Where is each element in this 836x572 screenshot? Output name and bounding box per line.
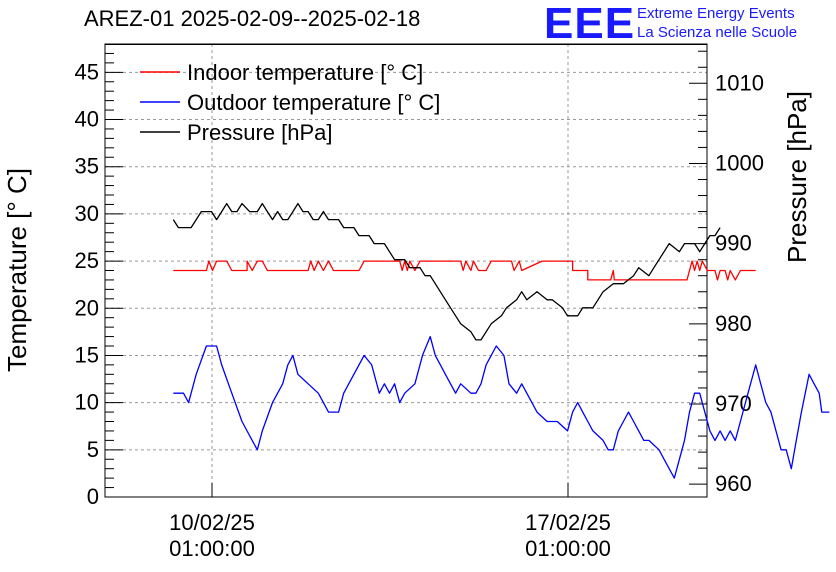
right-tick-label: 1010 xyxy=(715,70,764,95)
left-tick-label: 5 xyxy=(87,437,99,462)
left-tick-label: 40 xyxy=(75,107,99,132)
x-tick-label-date: 17/02/25 xyxy=(525,510,611,535)
series-line-0 xyxy=(173,260,756,281)
left-tick-label: 35 xyxy=(75,154,99,179)
right-tick-label: 1000 xyxy=(715,150,764,175)
eee-logo: EEE xyxy=(544,0,636,48)
right-tick-label: 960 xyxy=(715,471,752,496)
series-layer xyxy=(172,202,830,479)
left-tick-label: 30 xyxy=(75,201,99,226)
left-tick-label: 10 xyxy=(75,390,99,415)
series-line-2 xyxy=(172,202,721,341)
y-axis-title: Temperature [° C] xyxy=(2,168,32,372)
left-tick-label: 45 xyxy=(75,59,99,84)
left-tick-label: 15 xyxy=(75,342,99,367)
legend-label-2: Pressure [hPa] xyxy=(187,120,333,145)
right-tick-label: 980 xyxy=(715,311,752,336)
x-tick-label-date: 10/02/25 xyxy=(169,510,255,535)
y2-axis-title: Pressure [hPa] xyxy=(782,91,812,263)
legend-label-0: Indoor temperature [° C] xyxy=(187,60,423,85)
logo-caption-line1: Extreme Energy Events xyxy=(637,5,795,22)
right-tick-label: 990 xyxy=(715,231,752,256)
x-tick-label-time: 01:00:00 xyxy=(169,536,255,561)
legend: Indoor temperature [° C] Outdoor temperat… xyxy=(140,60,440,145)
logo-caption-line2: La Scienza nelle Scuole xyxy=(637,24,798,41)
series-line-1 xyxy=(173,335,830,479)
eee-logo-caption: Extreme Energy Events La Scienza nelle S… xyxy=(637,4,797,42)
left-tick-label: 20 xyxy=(75,295,99,320)
right-tick-label: 970 xyxy=(715,391,752,416)
legend-label-1: Outdoor temperature [° C] xyxy=(187,90,440,115)
left-tick-label: 25 xyxy=(75,248,99,273)
chart-title: AREZ-01 2025-02-09--2025-02-18 xyxy=(84,6,421,31)
axes-layer: 0 5 10 15 20 25 30 35 40 45 960 970 980 990 1000 1010 10… xyxy=(2,43,812,561)
x-tick-label-time: 01:00:00 xyxy=(525,536,611,561)
left-tick-label: 0 xyxy=(87,484,99,509)
